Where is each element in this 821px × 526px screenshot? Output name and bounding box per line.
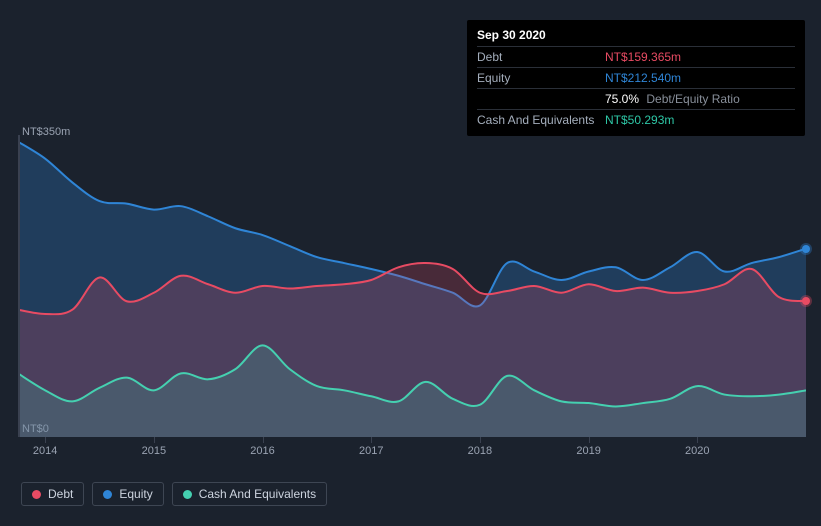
x-tick-mark [263,437,264,443]
x-tick-mark [480,437,481,443]
tooltip-row-label: Equity [477,69,605,87]
x-axis-label: 2015 [142,445,166,457]
tooltip-row-label: Debt [477,48,605,66]
tooltip-row-value: NT$159.365m [605,48,681,66]
x-tick-mark [154,437,155,443]
legend-label: Equity [119,487,152,501]
legend-label: Debt [48,487,73,501]
legend-label: Cash And Equivalents [199,487,316,501]
tooltip-row-value: NT$50.293m [605,111,674,129]
legend-item-cash-and-equivalents[interactable]: Cash And Equivalents [172,482,327,506]
chart-tooltip: Sep 30 2020 DebtNT$159.365mEquityNT$212.… [467,20,805,136]
x-tick-mark [371,437,372,443]
legend-swatch [183,490,192,499]
y-axis-label: NT$350m [22,126,70,138]
tooltip-row-value: 75.0% Debt/Equity Ratio [605,90,740,108]
legend-item-equity[interactable]: Equity [92,482,163,506]
tooltip-row-label [477,90,605,108]
chart-legend: Debt Equity Cash And Equivalents [21,482,327,506]
tooltip-row: Cash And EquivalentsNT$50.293m [477,109,795,130]
legend-item-debt[interactable]: Debt [21,482,84,506]
x-axis-label: 2016 [250,445,274,457]
tooltip-row-value: NT$212.540m [605,69,681,87]
legend-swatch [103,490,112,499]
x-tick-mark [697,437,698,443]
chart-plot-area[interactable] [18,140,806,437]
series-end-marker [802,297,810,305]
tooltip-row-label: Cash And Equivalents [477,111,605,129]
legend-swatch [32,490,41,499]
x-tick-mark [45,437,46,443]
tooltip-row: 75.0% Debt/Equity Ratio [477,88,795,109]
tooltip-date: Sep 30 2020 [477,26,795,46]
x-axis-label: 2018 [468,445,492,457]
area-chart-svg [18,140,806,437]
x-axis-label: 2017 [359,445,383,457]
chart-container: Sep 30 2020 DebtNT$159.365mEquityNT$212.… [0,0,821,526]
tooltip-row: DebtNT$159.365m [477,46,795,67]
x-axis-label: 2014 [33,445,57,457]
tooltip-row: EquityNT$212.540m [477,67,795,88]
x-tick-mark [589,437,590,443]
x-axis-label: 2020 [685,445,709,457]
series-end-marker [802,245,810,253]
x-axis-label: 2019 [576,445,600,457]
